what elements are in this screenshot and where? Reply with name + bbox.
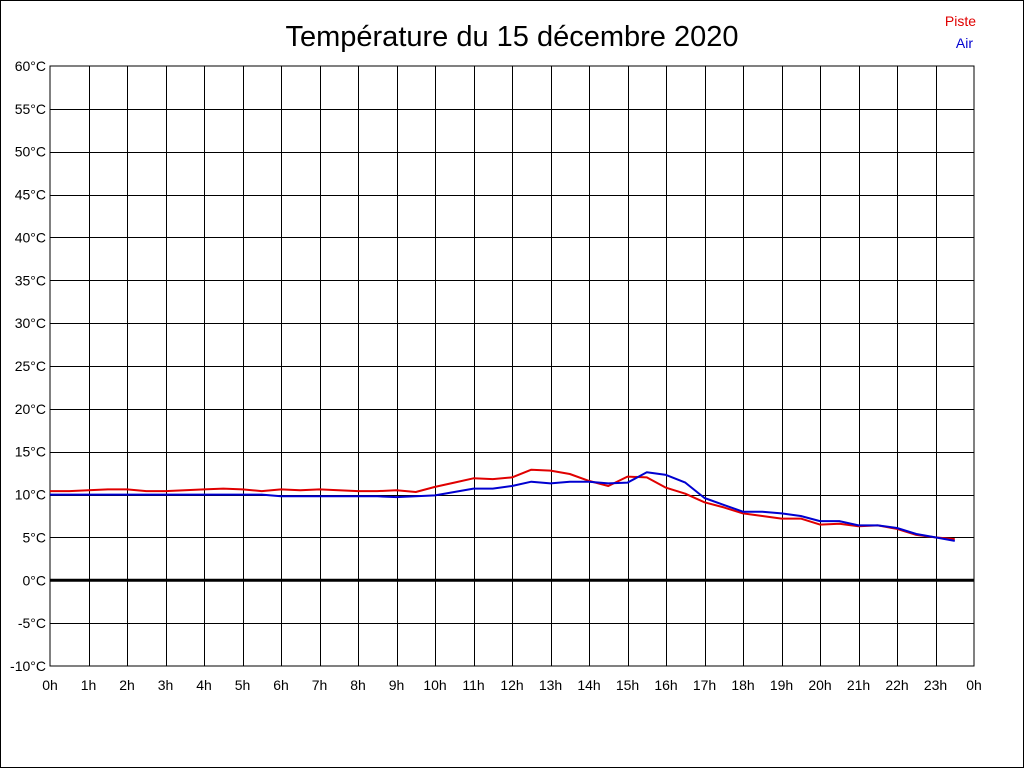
x-tick-label: 12h: [500, 677, 523, 693]
x-tick-label: 18h: [731, 677, 754, 693]
x-tick-label: 10h: [423, 677, 446, 693]
y-tick-label: 0°C: [23, 572, 47, 588]
y-tick-label: 60°C: [15, 58, 46, 74]
x-tick-label: 1h: [81, 677, 97, 693]
y-tick-label: 45°C: [15, 187, 46, 203]
x-tick-label: 23h: [924, 677, 947, 693]
x-tick-label: 7h: [312, 677, 328, 693]
y-tick-label: 10°C: [15, 487, 46, 503]
y-tick-label: -10°C: [10, 658, 46, 674]
y-tick-label: 15°C: [15, 444, 46, 460]
legend-piste: Piste: [945, 13, 976, 29]
x-tick-label: 17h: [693, 677, 716, 693]
series-line-air: [50, 471, 955, 542]
x-tick-label: 19h: [770, 677, 793, 693]
y-tick-label: 40°C: [15, 229, 46, 245]
grid: [49, 65, 975, 667]
series-line-piste: [50, 468, 955, 541]
y-tick-label: 55°C: [15, 101, 46, 117]
y-tick-label: -5°C: [18, 615, 46, 631]
x-tick-label: 13h: [539, 677, 562, 693]
x-tick-label: 2h: [119, 677, 135, 693]
x-tick-label: 22h: [885, 677, 908, 693]
y-tick-label: 50°C: [15, 144, 46, 160]
x-tick-label: 4h: [196, 677, 212, 693]
x-axis-ticks: 0h 1h 2h 3h 4h 5h 6h 7h 8h 9h 10h 11h 12h 13h 14h 15h 16…: [42, 677, 982, 693]
x-tick-label: 0h: [966, 677, 982, 693]
x-tick-label: 5h: [235, 677, 251, 693]
y-axis-ticks: 60°C 55°C 50°C 45°C 40°C 35°C 30°C 25°C 20°C 15°C…: [10, 58, 46, 674]
x-tick-label: 20h: [808, 677, 831, 693]
series-lines: [50, 468, 955, 542]
x-tick-label: 11h: [462, 677, 484, 693]
y-tick-label: 20°C: [15, 401, 46, 417]
x-tick-label: 3h: [158, 677, 174, 693]
x-tick-label: 15h: [616, 677, 639, 693]
x-tick-label: 6h: [273, 677, 289, 693]
y-tick-label: 35°C: [15, 272, 46, 288]
x-tick-label: 16h: [654, 677, 677, 693]
x-tick-label: 0h: [42, 677, 58, 693]
x-tick-label: 8h: [350, 677, 366, 693]
x-tick-label: 9h: [389, 677, 405, 693]
x-tick-label: 21h: [847, 677, 870, 693]
chart-title: Température du 15 décembre 2020: [285, 21, 738, 53]
legend-air: Air: [956, 35, 973, 51]
y-tick-label: 5°C: [23, 529, 47, 545]
y-tick-label: 25°C: [15, 358, 46, 374]
x-tick-label: 14h: [577, 677, 600, 693]
y-tick-label: 30°C: [15, 315, 46, 331]
